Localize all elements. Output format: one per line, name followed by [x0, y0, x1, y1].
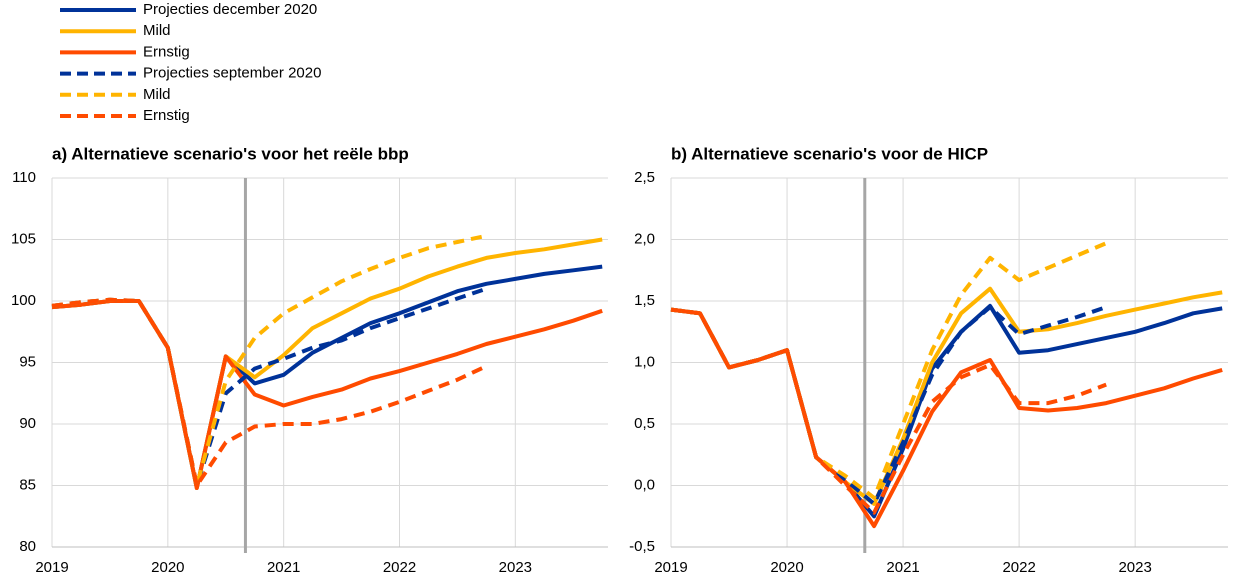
legend-label: Mild [143, 86, 171, 103]
y-tick-label: 1,0 [634, 353, 655, 370]
y-tick-label: -0,5 [629, 538, 655, 555]
y-tick-label: 105 [11, 230, 36, 247]
x-tick-label: 2023 [1118, 559, 1151, 576]
chart-title: a) Alternatieve scenario's voor het reël… [52, 144, 409, 163]
y-tick-label: 100 [11, 292, 36, 309]
y-tick-label: 80 [19, 538, 36, 555]
y-tick-label: 85 [19, 476, 36, 493]
y-tick-label: 2,5 [634, 169, 655, 186]
dashed-line [51, 297, 488, 488]
x-tick-label: 2023 [499, 559, 532, 576]
legend-label: Projecties december 2020 [143, 1, 317, 18]
x-tick-label: 2022 [383, 559, 416, 576]
legend-label: Ernstig [143, 43, 190, 60]
x-tick-label: 2019 [654, 559, 687, 576]
dashed-line [670, 241, 1107, 500]
y-tick-label: 95 [19, 353, 36, 370]
x-tick-label: 2020 [770, 559, 803, 576]
x-tick-label: 2020 [151, 559, 184, 576]
y-tick-label: 2,0 [634, 230, 655, 247]
line [670, 307, 1223, 529]
dashed-line [51, 286, 488, 488]
y-tick-label: 0,0 [634, 476, 655, 493]
y-tick-label: 0,5 [634, 415, 655, 432]
dashed-line [51, 233, 487, 488]
x-tick-label: 2019 [35, 559, 68, 576]
legend-label: Mild [143, 22, 171, 39]
line [51, 299, 603, 490]
legend-label: Ernstig [143, 107, 190, 124]
dashed-line [670, 307, 1107, 515]
x-tick-label: 2022 [1002, 559, 1035, 576]
chart-title: b) Alternatieve scenario's voor de HICP [671, 144, 988, 163]
y-tick-label: 110 [12, 169, 36, 186]
legend-label: Projecties september 2020 [143, 65, 321, 82]
y-tick-label: 90 [19, 415, 36, 432]
x-tick-label: 2021 [886, 559, 919, 576]
x-tick-label: 2021 [267, 559, 300, 576]
dashed-line [670, 305, 1107, 506]
y-tick-label: 1,5 [634, 292, 655, 309]
